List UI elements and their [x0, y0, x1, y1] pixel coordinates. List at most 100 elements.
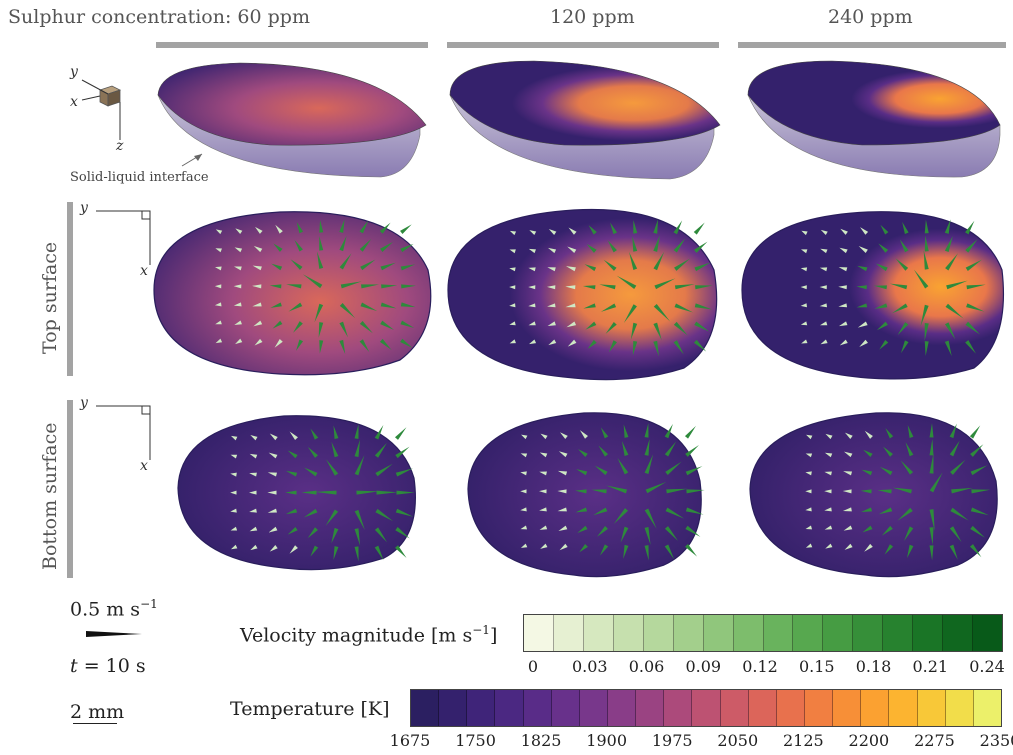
velocity-vector [950, 507, 969, 521]
velocity-vector [685, 507, 704, 515]
temperature-colorbar [410, 689, 1002, 727]
colorbar-segment [748, 690, 777, 726]
velocity-vector [400, 243, 414, 253]
colorbar-segment [692, 690, 721, 726]
colorbar-tick-label: 2350 [979, 731, 1013, 750]
velocity-vector [946, 280, 968, 290]
velocity-vector [360, 302, 378, 312]
velocity-vector [400, 302, 416, 308]
axes-3d-icon [81, 79, 122, 140]
velocity-vector [685, 544, 698, 557]
velocity-vector [333, 425, 339, 440]
colorbar-tick-label: 1825 [520, 731, 562, 750]
velocity-vector [599, 284, 616, 290]
colorbar-segment [664, 690, 693, 726]
velocity-vector [819, 267, 828, 272]
velocity-vector [588, 225, 597, 235]
colorbar-tick-label: 2050 [717, 731, 759, 750]
colorbar-segment [583, 615, 614, 651]
velocity-vector [287, 526, 298, 535]
velocity-vector [235, 338, 243, 345]
velocity-vector [966, 284, 986, 290]
velocity-vector [235, 228, 243, 235]
velocity-vector [509, 267, 516, 272]
velocity-vector [361, 284, 380, 289]
velocity-vector [374, 545, 384, 561]
velocity-vector [547, 303, 556, 308]
velocity-vector [949, 440, 960, 457]
velocity-vector [665, 461, 682, 475]
colorbar-segment [804, 690, 834, 726]
velocity-vector [805, 507, 812, 512]
velocity-vector [800, 285, 807, 290]
velocity-vector [950, 459, 966, 475]
velocity-vector [566, 266, 576, 272]
velocity-vector [339, 339, 346, 355]
velocity-vector [970, 525, 985, 538]
velocity-vector [288, 302, 303, 312]
velocity-vector [509, 321, 516, 326]
velocity-vector [528, 321, 536, 326]
velocity-vector [230, 472, 237, 477]
velocity-vector [664, 526, 678, 541]
colorbar-tick-label: 0.03 [571, 657, 608, 676]
velocity-vector [889, 283, 908, 290]
velocity-vector [354, 455, 365, 476]
colorbar-segment [703, 615, 734, 651]
velocity-vector [949, 526, 962, 543]
velocity-vector [644, 423, 649, 438]
velocity-vector [250, 544, 258, 551]
velocity-vector [653, 219, 659, 234]
velocity-vector [653, 251, 665, 271]
velocity-vector [875, 263, 888, 272]
colorbar-segment [439, 690, 468, 726]
velocity-bar-label: Velocity magnitude [m s−1] [240, 623, 498, 647]
velocity-vector [558, 451, 568, 458]
colorbar-segment [523, 690, 552, 726]
velocity-vector [230, 490, 237, 495]
velocity-vector [579, 543, 588, 553]
velocity-vector [249, 453, 258, 459]
top-surface-120ppm [447, 208, 718, 381]
velocity-vector [695, 285, 713, 290]
velocity-vector [924, 219, 929, 234]
velocity-vector [375, 463, 393, 477]
velocity-vector [620, 526, 629, 543]
velocity-vector [591, 489, 607, 494]
velocity-vector [686, 489, 705, 494]
velocity-vector [694, 321, 710, 332]
velocity-vector [616, 275, 637, 289]
velocity-vector [971, 489, 991, 494]
velocity-vector [605, 321, 617, 334]
velocity-vector [214, 302, 222, 307]
velocity-vector [557, 507, 567, 512]
velocity-vector [374, 527, 388, 543]
velocity-vector [310, 545, 319, 557]
velocity-vector [674, 303, 694, 313]
velocity-vector [287, 450, 298, 459]
velocity-vector [270, 302, 282, 308]
colorbar-segment [467, 690, 496, 726]
colorbar-segment [945, 690, 974, 726]
velocity-vector [295, 339, 304, 351]
velocity-vector [583, 303, 596, 309]
velocity-vector [929, 472, 943, 493]
velocity-vector [694, 303, 712, 310]
velocity-vector [856, 303, 868, 308]
velocity-vector [664, 423, 673, 439]
velocity-vector [907, 425, 914, 438]
velocity-vector [949, 544, 958, 560]
velocity-vector [623, 424, 629, 438]
velocity-vector [557, 489, 567, 494]
velocity-vector [839, 339, 848, 346]
velocity-vector [969, 425, 981, 439]
colorbar-segment [733, 615, 764, 651]
velocity-vector [945, 253, 958, 271]
velocity-vector [603, 259, 617, 271]
velocity-vector [653, 303, 671, 322]
colorbar-segment [643, 615, 674, 651]
velocity-vector [665, 507, 685, 519]
time-label: t = 10 s [70, 655, 146, 677]
velocity-vector [254, 338, 263, 346]
velocity-vector [584, 264, 597, 272]
